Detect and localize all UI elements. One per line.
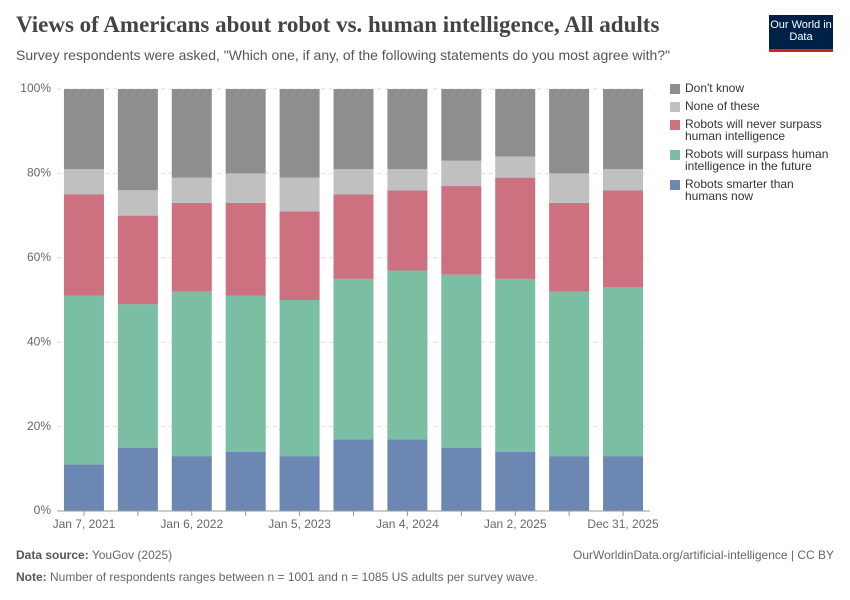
legend-swatch [670,102,680,112]
bar-segment [225,173,266,203]
legend-item[interactable]: Robots smarter than humans now [670,178,840,202]
y-tick-label: 100% [20,81,51,95]
bar-segment [279,177,320,212]
x-tick-label: Jan 6, 2022 [160,517,223,531]
legend-label: Don't know [685,81,744,95]
x-tick-label: Jan 4, 2024 [376,517,439,531]
y-tick-label: 0% [34,503,52,517]
bar-segment [333,194,374,279]
bar-segment [549,89,590,174]
bar-segment [495,278,536,452]
bar-segment [495,177,536,279]
bar-segment [117,190,158,216]
chart-subtitle: Survey respondents were asked, "Which on… [16,47,671,63]
bar-segment [495,89,536,157]
bar-segment [279,211,320,300]
bar-segment [171,89,212,178]
x-tick-label: Jan 2, 2025 [484,517,547,531]
bar-segment [333,278,374,440]
bar-segment [441,89,482,161]
bar-segment [603,190,644,288]
legend-label: Robots will surpass human intelligence i… [685,147,829,173]
bar-segment [63,295,104,465]
bar-segment [603,456,644,511]
bar-segment [171,456,212,511]
source-text: YouGov (2025) [91,548,173,562]
bar-segment [387,89,428,170]
bar-segment [549,291,590,457]
bar-segment [279,89,320,178]
bar-segment [171,177,212,203]
legend-label: None of these [685,99,760,113]
legend: Don't know None of these Robots will never… [670,82,840,208]
bar-segment [63,89,104,170]
x-tick-label: Jan 7, 2021 [53,517,116,531]
source-label: Data source: [16,548,89,562]
legend-label: Robots will never surpass human intellig… [685,117,822,143]
bar-segment [333,89,374,170]
bar-segment [549,456,590,511]
bar-segment [117,215,158,305]
y-tick-label: 60% [27,250,51,264]
legend-label: Robots smarter than humans now [685,177,794,203]
bar-segment [117,447,158,511]
legend-item[interactable]: Robots will surpass human intelligence i… [670,148,840,172]
bar-segment [441,447,482,511]
bar-segment [279,300,320,457]
bar-segment [225,451,266,511]
y-tick-label: 40% [27,334,51,348]
bar-segment [117,304,158,448]
bar-segment [333,169,374,195]
x-tick-label: Jan 5, 2023 [268,517,331,531]
bar-segment [603,287,644,457]
legend-swatch [670,120,680,130]
bar-segment [171,202,212,292]
source: Data source: YouGov (2025) [16,548,172,562]
bar-segment [387,190,428,271]
bar-segment [117,89,158,191]
chart-title: Views of Americans about robot vs. human… [16,12,660,37]
bar-segment [387,169,428,191]
legend-swatch [670,150,680,160]
bar-segment [279,456,320,511]
bar-segment [63,194,104,296]
bar-segment [333,439,374,511]
y-tick-label: 20% [27,419,51,433]
bar-segment [225,89,266,174]
note: Note: Number of respondents ranges betwe… [16,570,538,584]
bar-segment [603,169,644,191]
legend-item[interactable]: Don't know [670,82,840,94]
legend-item[interactable]: Robots will never surpass human intellig… [670,118,840,142]
bar-segment [387,270,428,440]
y-tick-label: 80% [27,166,51,180]
bar-segment [441,160,482,187]
bar-segment [225,295,266,452]
legend-swatch [670,84,680,94]
legend-item[interactable]: None of these [670,100,840,112]
legend-swatch [670,180,680,190]
bar-segment [441,274,482,448]
url[interactable]: OurWorldinData.org/artificial-intelligen… [573,548,834,562]
bar-segment [549,202,590,292]
note-label: Note: [16,570,47,584]
bar-segment [63,169,104,195]
note-text: Number of respondents ranges between n =… [50,570,538,584]
bar-segment [225,202,266,296]
bar-segment [603,89,644,170]
bar-segment [495,156,536,178]
bar-segment [441,186,482,275]
bar-segment [495,451,536,511]
bar-segment [549,173,590,203]
bar-segment [171,291,212,457]
x-tick-label: Dec 31, 2025 [587,517,659,531]
bar-segment [387,439,428,511]
bar-segment [63,464,104,511]
logo[interactable]: Our World in Data [769,15,833,52]
